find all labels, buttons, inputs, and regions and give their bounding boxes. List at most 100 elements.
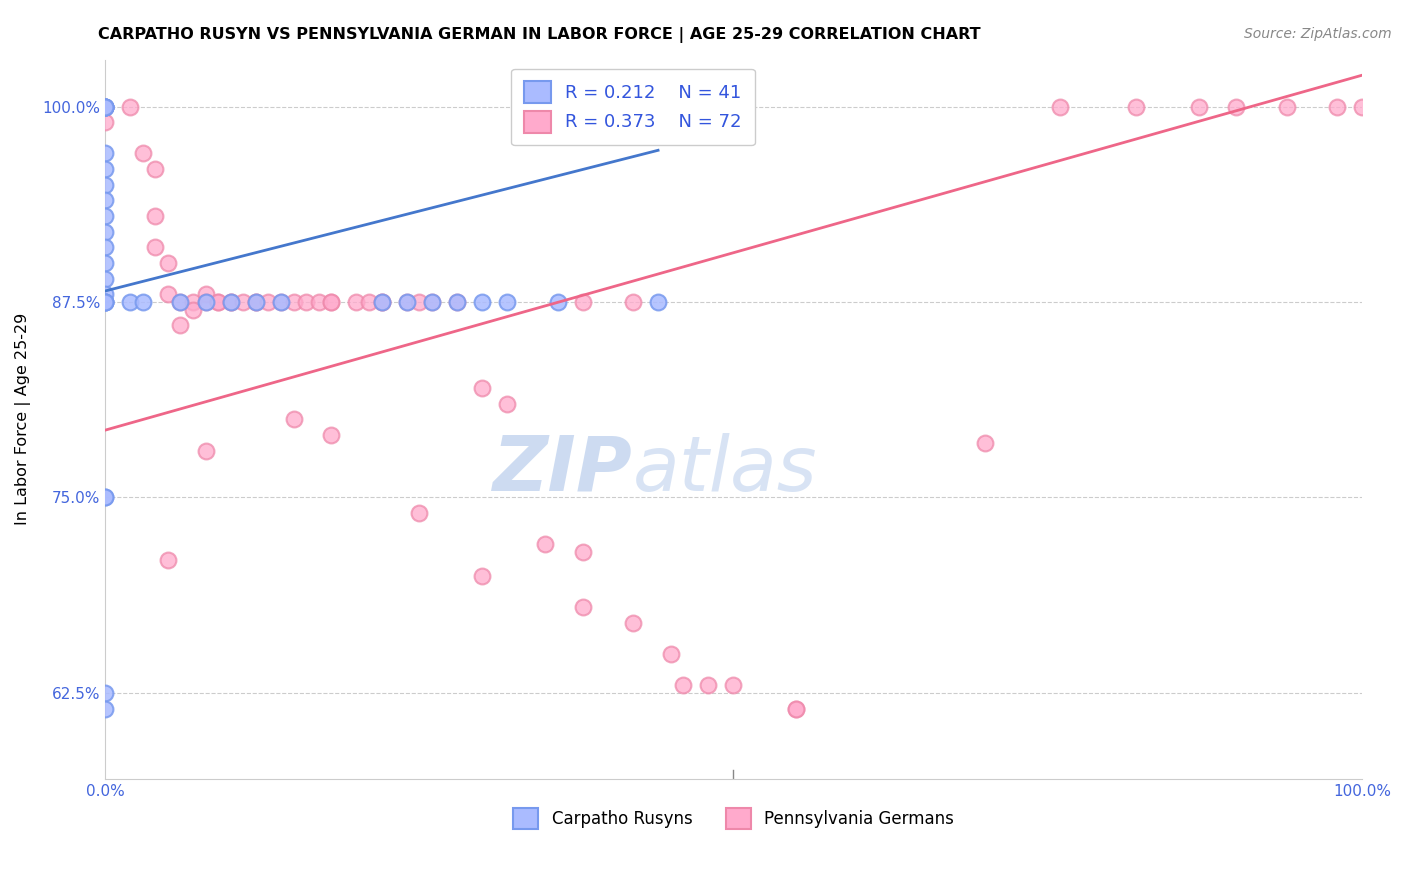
Point — [94, 99, 117, 113]
Point — [370, 295, 392, 310]
Point — [131, 146, 153, 161]
Text: atlas: atlas — [633, 433, 817, 507]
Point — [94, 295, 117, 310]
Point — [321, 295, 343, 310]
Point — [270, 295, 292, 310]
Point — [143, 209, 166, 223]
Point — [647, 295, 669, 310]
Point — [245, 295, 267, 310]
Point — [446, 295, 468, 310]
Point — [181, 295, 204, 310]
Point — [571, 599, 593, 614]
Point — [143, 240, 166, 254]
Legend: Carpatho Rusyns, Pennsylvania Germans: Carpatho Rusyns, Pennsylvania Germans — [506, 802, 960, 835]
Point — [370, 295, 392, 310]
Point — [94, 240, 117, 254]
Point — [321, 295, 343, 310]
Point — [156, 256, 179, 270]
Point — [308, 295, 330, 310]
Point — [1351, 99, 1374, 113]
Point — [219, 295, 242, 310]
Point — [1225, 99, 1247, 113]
Y-axis label: In Labor Force | Age 25-29: In Labor Force | Age 25-29 — [15, 313, 31, 525]
Point — [395, 295, 418, 310]
Point — [496, 396, 519, 410]
Point — [94, 99, 117, 113]
Point — [1326, 99, 1348, 113]
Point — [785, 701, 807, 715]
Point — [723, 678, 745, 692]
Point — [207, 295, 229, 310]
Point — [1125, 99, 1147, 113]
Text: CARPATHO RUSYN VS PENNSYLVANIA GERMAN IN LABOR FORCE | AGE 25-29 CORRELATION CHA: CARPATHO RUSYN VS PENNSYLVANIA GERMAN IN… — [98, 27, 981, 43]
Point — [94, 146, 117, 161]
Point — [245, 295, 267, 310]
Point — [94, 162, 117, 177]
Point — [94, 491, 117, 505]
Point — [283, 412, 305, 426]
Text: ZIP: ZIP — [494, 433, 633, 507]
Point — [571, 295, 593, 310]
Point — [697, 678, 720, 692]
Point — [471, 381, 494, 395]
Point — [94, 271, 117, 285]
Point — [169, 295, 191, 310]
Point — [408, 506, 430, 520]
Point — [245, 295, 267, 310]
Point — [94, 99, 117, 113]
Point — [471, 568, 494, 582]
Point — [94, 295, 117, 310]
Point — [785, 701, 807, 715]
Point — [94, 99, 117, 113]
Point — [207, 295, 229, 310]
Point — [131, 295, 153, 310]
Point — [1049, 99, 1071, 113]
Point — [169, 318, 191, 333]
Point — [370, 295, 392, 310]
Point — [120, 99, 142, 113]
Point — [94, 194, 117, 208]
Point — [357, 295, 380, 310]
Point — [94, 209, 117, 223]
Point — [94, 178, 117, 192]
Point — [408, 295, 430, 310]
Point — [94, 491, 117, 505]
Point — [1275, 99, 1298, 113]
Point — [94, 287, 117, 301]
Point — [1187, 99, 1209, 113]
Point — [547, 295, 569, 310]
Point — [94, 99, 117, 113]
Point — [156, 553, 179, 567]
Point — [973, 435, 995, 450]
Point — [295, 295, 318, 310]
Point — [321, 428, 343, 442]
Point — [257, 295, 280, 310]
Point — [94, 256, 117, 270]
Point — [143, 162, 166, 177]
Point — [621, 615, 644, 630]
Point — [232, 295, 254, 310]
Point — [534, 537, 557, 551]
Text: Source: ZipAtlas.com: Source: ZipAtlas.com — [1244, 27, 1392, 41]
Point — [496, 295, 519, 310]
Point — [270, 295, 292, 310]
Point — [672, 678, 695, 692]
Point — [571, 545, 593, 559]
Point — [395, 295, 418, 310]
Point — [94, 115, 117, 129]
Point — [471, 295, 494, 310]
Point — [94, 686, 117, 700]
Point — [194, 295, 217, 310]
Point — [194, 443, 217, 458]
Point — [194, 287, 217, 301]
Point — [420, 295, 443, 310]
Point — [94, 225, 117, 239]
Point — [219, 295, 242, 310]
Point — [169, 295, 191, 310]
Point — [194, 295, 217, 310]
Point — [219, 295, 242, 310]
Point — [621, 295, 644, 310]
Point — [283, 295, 305, 310]
Point — [181, 302, 204, 317]
Point — [94, 295, 117, 310]
